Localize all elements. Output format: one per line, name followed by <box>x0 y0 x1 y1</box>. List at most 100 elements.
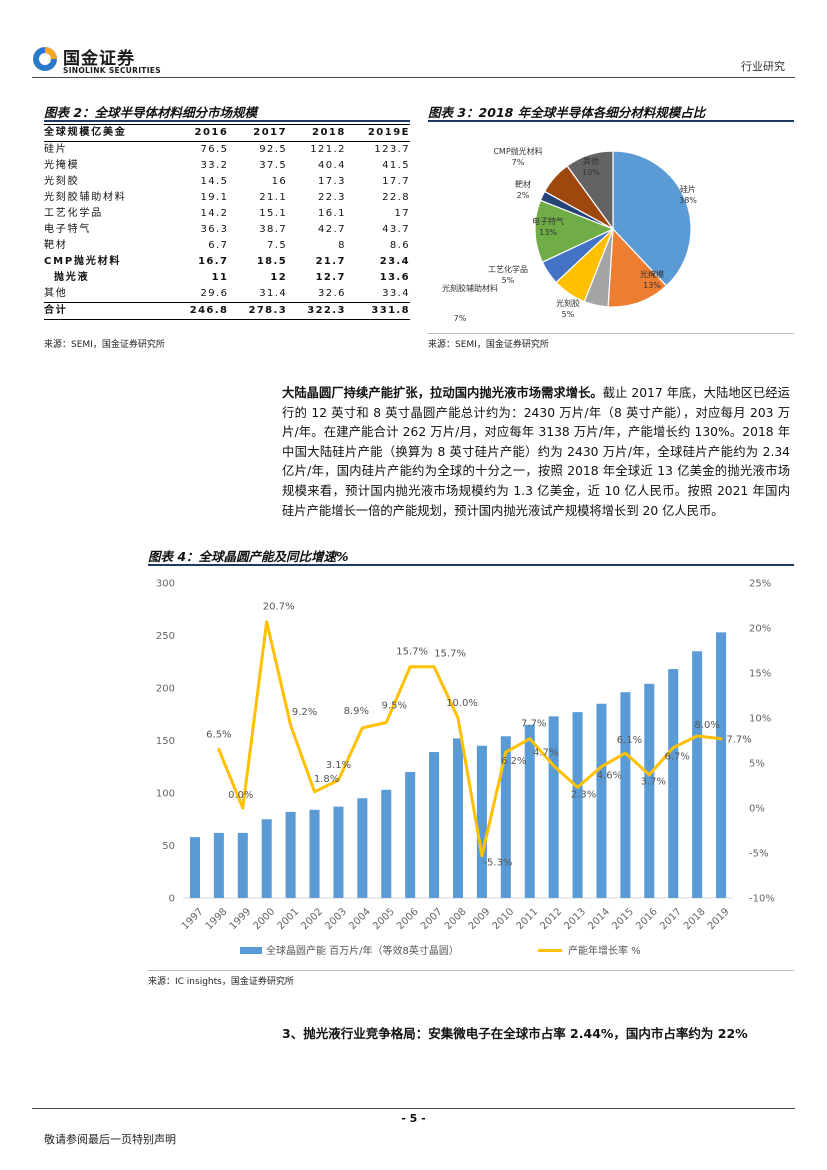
legend-label-bar: 全球晶圆产能 百万片/年（等效8英寸晶圆） <box>266 944 459 957</box>
x-tick-label: 2003 <box>323 906 349 932</box>
x-tick-label: 2016 <box>634 906 660 932</box>
growth-data-label: 7.7% <box>521 719 546 730</box>
paragraph-body: 截止 2017 年底，大陆地区已经运行的 12 英寸和 8 英寸晶圆产能总计约为… <box>282 386 790 518</box>
x-tick-label: 2007 <box>419 906 445 932</box>
capacity-bar <box>405 772 416 898</box>
pie-label-pct: 13% <box>643 281 661 290</box>
table-cell: 16.7 <box>198 256 229 267</box>
growth-data-label: 9.2% <box>292 707 317 718</box>
table-cell: 22.3 <box>317 192 346 203</box>
y-tick-right: -10% <box>749 894 775 905</box>
capacity-bar <box>692 651 703 898</box>
table-cell: 12 <box>270 272 288 283</box>
legend-label-line: 产能年增长率 % <box>568 944 641 957</box>
table-row: CMP抛光材料 16.7 18.5 21.7 23.4 <box>44 254 410 270</box>
table-header-cell: 2018 <box>312 127 346 138</box>
table-cell: 21.1 <box>259 192 288 203</box>
pie-slice <box>566 150 614 231</box>
capacity-bar <box>644 683 655 898</box>
growth-data-label: 15.7% <box>396 647 428 658</box>
pie-label-name: 其他 <box>583 156 599 166</box>
y-tick-left: 300 <box>156 579 175 590</box>
table-header-row: 全球规模亿美金 2016 2017 2018 2019E <box>44 124 410 142</box>
material-market-table: 全球规模亿美金 2016 2017 2018 2019E 硅片 76.5 92.5 1… <box>44 124 410 320</box>
table-cell: 13.6 <box>379 272 410 283</box>
growth-data-label: 0.0% <box>228 790 253 801</box>
y-tick-right: 0% <box>749 804 765 815</box>
row-label: CMP抛光材料 <box>44 256 122 267</box>
growth-data-label: 3.1% <box>326 760 351 771</box>
pie-label-pct: 7% <box>454 314 467 323</box>
row-label: 工艺化学品 <box>44 208 103 219</box>
fig4-bottom-rule <box>148 970 794 971</box>
table-cell: 29.6 <box>200 288 229 299</box>
y-tick-left: 250 <box>156 631 175 642</box>
row-label: 合计 <box>44 305 68 316</box>
pie-label-pct: 2% <box>517 191 530 200</box>
growth-data-label: 15.7% <box>434 649 466 660</box>
growth-data-label: 6.5% <box>206 730 231 741</box>
growth-data-label: 8.0% <box>694 720 719 731</box>
table-cell: 121.2 <box>310 144 346 155</box>
capacity-bar <box>500 736 511 898</box>
capacity-bar <box>381 789 392 898</box>
table-cell: 16 <box>271 176 288 187</box>
x-tick-label: 2017 <box>658 906 684 932</box>
capacity-bar <box>596 703 607 898</box>
table-cell: 43.7 <box>382 224 410 235</box>
table-cell: 31.4 <box>259 288 288 299</box>
page-number: - 5 - <box>401 1112 426 1125</box>
table-cell: 8 <box>338 240 346 251</box>
disclaimer-text: 敬请参阅最后一页特别声明 <box>44 1133 176 1146</box>
row-label: 靶材 <box>44 240 68 251</box>
pie-label-name: 电子特气 <box>532 216 564 226</box>
table-cell: 14.2 <box>200 208 229 219</box>
row-label: 抛光液 <box>54 272 90 283</box>
pie-label-pct: 13% <box>539 228 557 237</box>
table-cell: 12.7 <box>315 272 346 283</box>
table-header-cell: 2017 <box>253 127 288 138</box>
growth-data-label: 1.8% <box>314 774 339 785</box>
row-label: 光掩模 <box>44 160 80 171</box>
table-header-cell: 2019E <box>367 127 410 138</box>
pie-label-pct: 10% <box>582 168 600 177</box>
capacity-bar <box>548 716 559 898</box>
fig4-title-rule <box>148 564 794 566</box>
fig4-title: 图表 4：全球晶圆产能及同比增速% <box>148 549 349 564</box>
x-tick-label: 2019 <box>706 906 732 932</box>
y-tick-left: 50 <box>162 841 175 852</box>
table-cell: 32.6 <box>317 288 346 299</box>
pie-label-name: 光刻胶辅助材料 <box>442 283 498 293</box>
table-row: 电子特气 36.3 38.7 42.7 43.7 <box>44 222 410 238</box>
y-tick-left: 150 <box>156 736 175 747</box>
x-tick-label: 2000 <box>252 906 278 932</box>
body-paragraph: 大陆晶圆厂持续产能扩张，拉动国内抛光液市场需求增长。截止 2017 年底，大陆地… <box>282 384 790 521</box>
section-label: 行业研究 <box>741 60 785 73</box>
capacity-bar <box>620 692 631 898</box>
growth-data-label: 4.7% <box>533 748 558 759</box>
table-cell: 42.7 <box>317 224 346 235</box>
table-cell: 40.4 <box>317 160 346 171</box>
paragraph-lead: 大陆晶圆厂持续产能扩张，拉动国内抛光液市场需求增长。 <box>282 386 603 400</box>
fig2-source: 来源：SEMI，国金证券研究所 <box>44 340 165 350</box>
table-cell: 38.7 <box>259 224 288 235</box>
legend-swatch-bar <box>240 947 262 954</box>
table-cell: 14.5 <box>200 176 229 187</box>
capacity-bar <box>285 811 296 898</box>
company-logo <box>33 47 57 71</box>
capacity-bar <box>716 632 727 898</box>
x-tick-label: 2001 <box>275 906 301 932</box>
capacity-bar <box>524 724 535 898</box>
table-cell: 92.5 <box>259 144 288 155</box>
table-cell: 17.3 <box>317 176 346 187</box>
table-cell: 322.3 <box>307 305 346 316</box>
pie-label-name: 工艺化学品 <box>488 264 528 274</box>
capacity-bar <box>333 806 344 898</box>
table-cell: 16.1 <box>317 208 346 219</box>
fig3-title: 图表 3：2018 年全球半导体各细分材料规模占比 <box>428 105 706 120</box>
table-cell: 22.8 <box>382 192 410 203</box>
y-tick-left: 200 <box>156 684 175 695</box>
capacity-bar <box>357 798 368 898</box>
fig3-title-rule <box>428 120 794 122</box>
fig3-source: 来源：SEMI，国金证券研究所 <box>428 340 549 350</box>
